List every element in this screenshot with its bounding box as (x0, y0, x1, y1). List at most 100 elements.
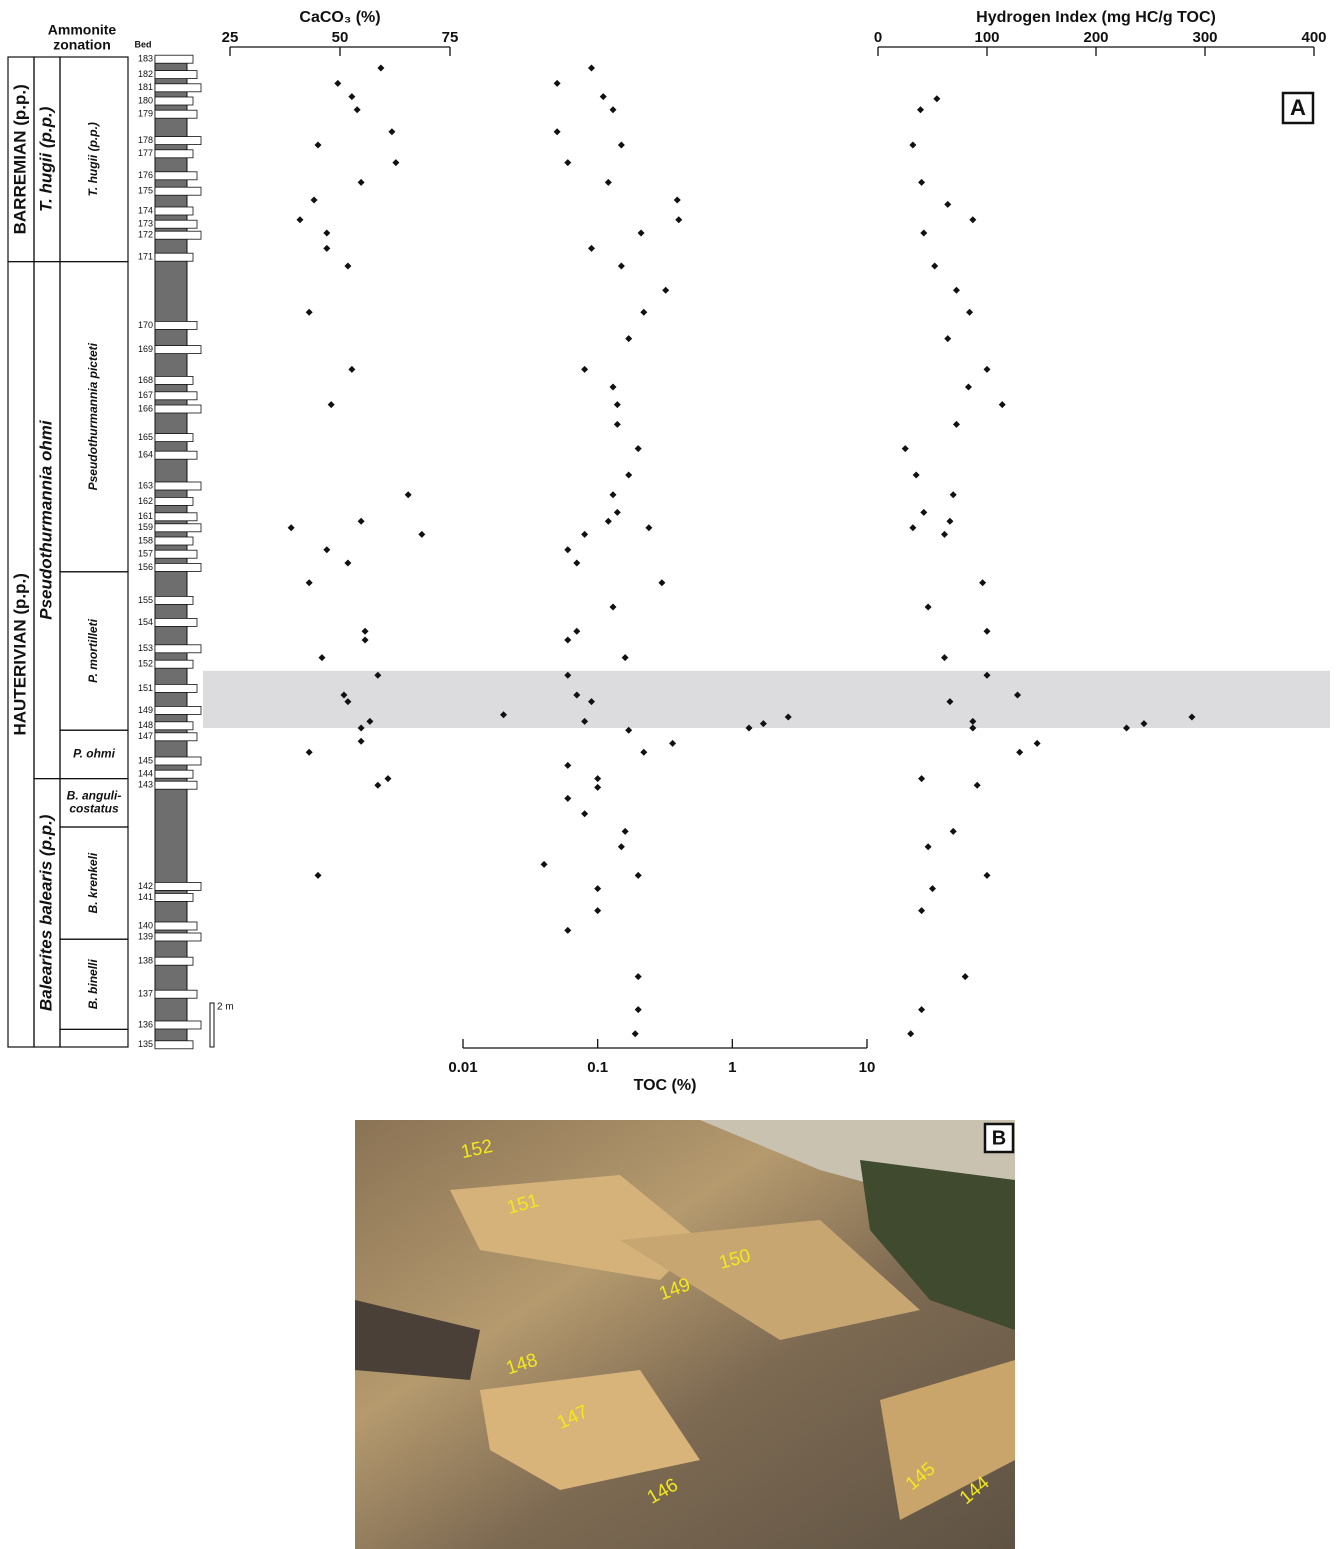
limestone-bed (154, 684, 198, 693)
data-point (969, 717, 977, 725)
subzone-label: T. hugii (p.p.) (86, 122, 100, 196)
bed-label: 167 (138, 390, 153, 400)
x-tick-label: 10 (859, 1059, 876, 1076)
limestone-bed (154, 893, 194, 902)
data-point (348, 365, 356, 373)
data-point (669, 739, 677, 747)
data-point (918, 178, 926, 186)
data-point (361, 636, 369, 644)
bed-label: 170 (138, 320, 153, 330)
bed-label: 180 (138, 95, 153, 105)
x-tick-label: 25 (222, 29, 239, 46)
limestone-bed (154, 219, 198, 229)
data-point (500, 711, 508, 719)
data-point (907, 1030, 915, 1038)
limestone-bed (154, 320, 198, 330)
data-point (920, 229, 928, 237)
rock-bed (620, 1220, 920, 1340)
data-point (949, 491, 957, 499)
bed-label: 178 (138, 135, 153, 145)
data-point (613, 401, 621, 409)
data-point (634, 1006, 642, 1014)
data-point (357, 724, 365, 732)
bed-label: 153 (138, 643, 153, 653)
bed-label: 143 (138, 780, 153, 790)
limestone-bed (154, 109, 198, 119)
data-point (374, 671, 382, 679)
limestone-bed (154, 549, 198, 559)
data-point (621, 827, 629, 835)
limestone-bed (154, 756, 202, 766)
data-point (964, 383, 972, 391)
data-point (969, 216, 977, 224)
data-point (392, 159, 400, 167)
data-point (909, 141, 917, 149)
data-point (613, 508, 621, 516)
limestone-bed (154, 644, 202, 654)
bed-label: 155 (138, 595, 153, 605)
limestone-bed (154, 596, 194, 605)
data-point (564, 546, 572, 554)
data-point (310, 196, 318, 204)
limestone-bed (154, 618, 198, 627)
limestone-bed (154, 769, 194, 779)
data-point (588, 64, 596, 72)
data-point (323, 229, 331, 237)
data-point (1188, 713, 1196, 721)
data-point (1140, 720, 1148, 728)
bed-label: 148 (138, 720, 153, 730)
data-point (344, 262, 352, 270)
chart: 25 50 75 CaCO₃ (%) (222, 9, 458, 879)
x-tick-label: 0 (874, 29, 882, 46)
limestone-bed (154, 230, 202, 240)
chart: 0 100 200 300 400 Hydrogen Index (mg HC/g TOC… (874, 9, 1327, 1038)
vegetation (860, 1160, 1015, 1330)
data-point (287, 524, 295, 532)
data-point (634, 871, 642, 879)
data-point (573, 691, 581, 699)
bed-label: 154 (138, 617, 153, 627)
data-point (588, 698, 596, 706)
highlight-band (203, 670, 1330, 728)
limestone-bed (154, 780, 198, 790)
bed-label: 172 (138, 230, 153, 240)
data-point (918, 907, 926, 915)
data-point (604, 517, 612, 525)
data-point (983, 627, 991, 635)
limestone-bed (154, 659, 194, 669)
data-point (983, 365, 991, 373)
data-point (564, 794, 572, 802)
bed-label: 152 (138, 659, 153, 669)
subzone-label: P. ohmi (73, 747, 115, 761)
data-point (617, 262, 625, 270)
bed-label: 177 (138, 148, 153, 158)
bed-label: 168 (138, 375, 153, 385)
axis-title: CaCO₃ (%) (299, 9, 380, 26)
scale-bar (209, 1002, 215, 1048)
bed-label: 171 (138, 252, 153, 262)
limestone-bed (154, 206, 194, 216)
stage-label: HAUTERIVIAN (p.p.) (10, 573, 29, 735)
limestone-bed (154, 450, 198, 460)
data-point (675, 216, 683, 224)
data-point (946, 517, 954, 525)
data-point (920, 508, 928, 516)
limestone-bed (154, 1020, 202, 1030)
header-line: zonation (53, 37, 111, 53)
limestone-bed (154, 732, 198, 742)
bed-label: 182 (138, 69, 153, 79)
subzone-label: B. anguli- (67, 788, 122, 802)
data-point (564, 636, 572, 644)
x-tick-label: 0.1 (587, 1059, 608, 1076)
data-point (366, 717, 374, 725)
data-point (594, 885, 602, 893)
data-point (348, 93, 356, 101)
limestone-bed (154, 1040, 194, 1050)
data-point (966, 308, 974, 316)
bed-label: 179 (138, 109, 153, 119)
bed-label: 145 (138, 755, 153, 765)
data-point (924, 843, 932, 851)
panel-label: A (1290, 95, 1306, 120)
limestone-bed (154, 706, 202, 715)
